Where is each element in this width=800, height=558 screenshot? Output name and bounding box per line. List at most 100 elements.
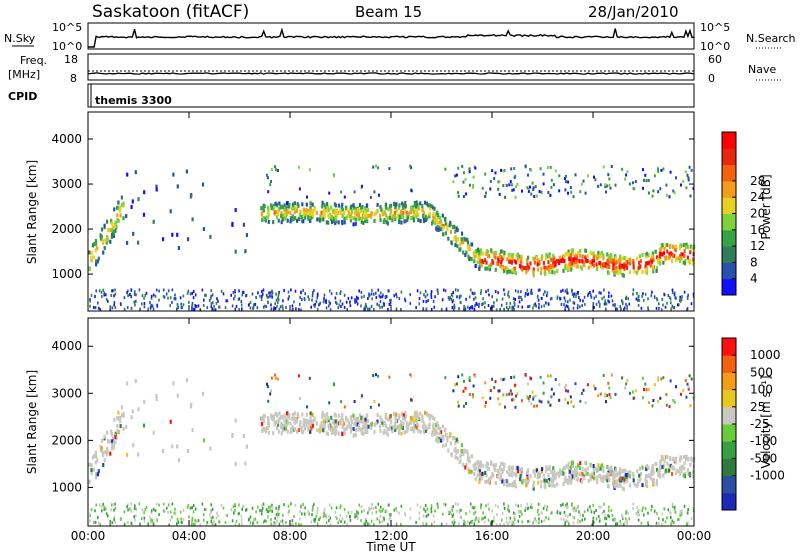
power-cell xyxy=(456,244,459,249)
power-cell xyxy=(422,211,425,215)
velocity-cell xyxy=(261,428,264,433)
velocity-cell xyxy=(417,428,420,433)
velocity-cell xyxy=(272,522,275,526)
velocity-cell xyxy=(384,509,387,513)
power-cell xyxy=(625,302,627,306)
power-cell xyxy=(599,251,602,256)
power-cell xyxy=(686,173,689,177)
power-cell xyxy=(608,177,611,181)
velocity-cell xyxy=(325,419,328,424)
velocity-cell xyxy=(654,462,657,466)
power-cell xyxy=(360,295,363,299)
velocity-cell xyxy=(490,522,492,526)
power-cell xyxy=(436,224,439,229)
velocity-cell xyxy=(520,467,524,472)
power-cell xyxy=(451,225,454,230)
velocity-cell xyxy=(92,467,95,472)
velocity-cell xyxy=(451,514,454,518)
velocity-cell xyxy=(122,411,125,416)
power-cell xyxy=(283,208,286,213)
power-cell xyxy=(262,288,265,292)
power-cell xyxy=(651,265,654,270)
velocity-cell xyxy=(605,400,607,404)
velocity-cell xyxy=(692,470,695,474)
velocity-cell xyxy=(621,476,624,481)
power-cell xyxy=(579,298,581,302)
power-cell xyxy=(294,289,297,293)
power-cell xyxy=(349,205,352,210)
power-cell xyxy=(262,208,265,213)
velocity-cell xyxy=(234,462,237,466)
velocity-cell xyxy=(632,478,635,483)
velocity-cell xyxy=(96,458,99,463)
velocity-cell xyxy=(185,378,188,383)
power-cell xyxy=(97,256,100,261)
velocity-cell xyxy=(607,475,610,480)
power-cell xyxy=(348,210,351,215)
velocity-cell xyxy=(564,466,567,470)
velocity-cell xyxy=(601,511,603,515)
power-cell xyxy=(670,301,672,305)
power-cell xyxy=(410,189,413,193)
power-cell xyxy=(92,255,95,260)
velocity-cell xyxy=(652,467,655,472)
velocity-cell xyxy=(362,424,366,429)
velocity-cell xyxy=(210,516,213,520)
velocity-cell xyxy=(398,431,401,435)
power-cell xyxy=(607,295,610,298)
power-cell xyxy=(434,218,437,223)
power-cell xyxy=(645,267,648,272)
power-cell xyxy=(572,257,575,262)
velocity-cell xyxy=(224,520,227,524)
velocity-cell xyxy=(504,479,507,484)
velocity-cell xyxy=(418,511,421,515)
velocity-cell xyxy=(281,424,284,429)
velocity-cell xyxy=(293,411,296,416)
power-cell xyxy=(564,174,567,178)
velocity-cell xyxy=(636,469,639,474)
power-cell xyxy=(626,307,628,311)
velocity-cell xyxy=(126,452,129,457)
velocity-cell xyxy=(530,502,533,506)
power-cell xyxy=(434,295,436,299)
velocity-cell xyxy=(474,476,477,481)
velocity-cell xyxy=(373,429,376,434)
power-cell xyxy=(500,255,503,259)
power-cell xyxy=(674,248,677,253)
power-cell xyxy=(478,305,480,309)
velocity-cell xyxy=(352,413,355,418)
velocity-cell xyxy=(527,468,530,473)
power-cell xyxy=(592,258,595,263)
power-cell xyxy=(480,292,482,295)
power-cell xyxy=(304,213,307,218)
velocity-cell xyxy=(563,517,565,521)
velocity-cell xyxy=(389,414,392,419)
velocity-cell xyxy=(479,472,482,476)
power-cell xyxy=(323,293,326,297)
velocity-cell xyxy=(379,520,381,524)
power-cell xyxy=(211,293,214,297)
power-cell xyxy=(134,290,136,294)
power-cell xyxy=(282,205,285,210)
velocity-cell xyxy=(415,414,418,419)
power-cell xyxy=(405,214,408,218)
velocity-cell xyxy=(516,469,519,474)
power-cell xyxy=(632,259,635,264)
power-cell xyxy=(409,164,412,168)
velocity-cell xyxy=(434,509,436,513)
velocity-cell xyxy=(260,416,263,421)
velocity-cell xyxy=(624,473,627,478)
power-cell xyxy=(692,261,695,266)
velocity-cell xyxy=(349,429,352,434)
velocity-cell xyxy=(467,520,469,524)
velocity-cell xyxy=(683,504,686,508)
velocity-cell xyxy=(460,443,464,448)
power-cell xyxy=(323,203,326,207)
velocity-cell xyxy=(598,519,601,523)
velocity-cell xyxy=(275,506,277,510)
velocity-cell xyxy=(122,427,125,431)
velocity-cell xyxy=(571,474,574,478)
velocity-cell xyxy=(485,473,488,478)
velocity-cell xyxy=(309,422,312,427)
velocity-cell xyxy=(544,485,547,490)
